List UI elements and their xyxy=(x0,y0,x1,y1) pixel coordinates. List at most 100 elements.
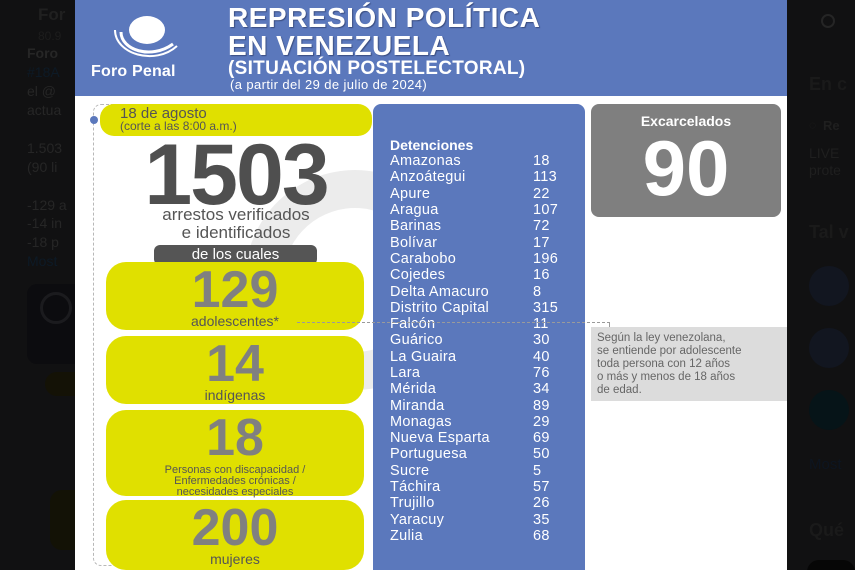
account-handle: 80.9 xyxy=(38,29,62,43)
table-row: Barinas 72 xyxy=(390,218,580,234)
stat-value: 129 xyxy=(191,261,279,319)
state-name: Aragua xyxy=(390,202,439,219)
table-row: Aragua 107 xyxy=(390,202,580,218)
live-item-text[interactable]: LIVE xyxy=(809,145,840,161)
table-row: Apure 22 xyxy=(390,186,580,202)
stat-label: mujeres xyxy=(210,551,260,567)
state-name: Miranda xyxy=(390,397,445,414)
state-name: Portuguesa xyxy=(390,446,468,463)
stat-card-disability: 18 Personas con discapacidad / Enfermeda… xyxy=(106,410,364,498)
table-row: Portuguesa 50 xyxy=(390,446,580,462)
account-name[interactable]: For xyxy=(38,5,66,24)
foro-penal-logo-icon xyxy=(40,292,72,324)
avatar[interactable] xyxy=(809,390,849,430)
live-indicator-icon: ◌ xyxy=(809,118,817,132)
tweet-line: 1.503 xyxy=(27,140,63,156)
tweet-line: el @ xyxy=(27,83,56,99)
infographic-header: Foro Penal REPRESIÓN POLÍTICA EN VENEZUE… xyxy=(75,0,787,96)
table-row: Cojedes 16 xyxy=(390,267,580,283)
state-name: Anzoátegui xyxy=(390,169,466,186)
state-count: 196 xyxy=(533,250,559,267)
stat-card-indigenous: 14 indígenas xyxy=(106,336,364,404)
hashtag-link[interactable]: #18A xyxy=(27,64,60,80)
table-row: Falcón 11 xyxy=(390,316,580,332)
table-row: Yaracuy 35 xyxy=(390,512,580,528)
state-count: 8 xyxy=(533,283,542,300)
table-row: Táchira 57 xyxy=(390,479,580,495)
foro-penal-logo-icon xyxy=(114,16,178,57)
state-name: Mérida xyxy=(390,381,437,398)
detentions-title: Detenciones xyxy=(390,137,474,153)
table-row: Anzoátegui 113 xyxy=(390,169,580,185)
stat-label: indígenas xyxy=(204,387,266,403)
state-name: Bolívar xyxy=(390,234,438,251)
state-count: 18 xyxy=(533,153,550,170)
adolescent-footnote: Según la ley venezolana, se entiende por… xyxy=(591,327,787,401)
state-count: 76 xyxy=(533,365,550,381)
table-row: Mérida 34 xyxy=(390,381,580,397)
subtitle: (a partir del 29 de julio de 2024) xyxy=(230,77,428,92)
state-name: Apure xyxy=(390,185,431,202)
footnote-connector-line xyxy=(297,322,610,323)
tweet-line: -14 in xyxy=(27,215,63,231)
table-row: Zulia 68 xyxy=(390,528,580,544)
table-row: Miranda 89 xyxy=(390,397,580,414)
state-count: 17 xyxy=(533,234,550,251)
section-heading: Tal v xyxy=(809,222,849,242)
stat-label: Personas con discapacidad / xyxy=(164,464,306,476)
table-row: Amazonas 18 xyxy=(390,153,580,169)
stat-value: 14 xyxy=(206,335,264,393)
live-item-label[interactable]: Re xyxy=(823,118,840,133)
detentions-list: Amazonas 18 Anzoátegui 113 Apure 22 Aragua 1… xyxy=(390,153,580,544)
state-name: La Guaira xyxy=(390,348,457,365)
footnote-line: o más y menos de 18 años xyxy=(597,371,736,383)
state-name: Delta Amacuro xyxy=(390,283,489,300)
state-count: 315 xyxy=(533,299,559,316)
messages-drawer[interactable] xyxy=(807,560,855,570)
show-more-link[interactable]: Most xyxy=(27,253,58,269)
tweet-line: -129 a xyxy=(27,197,67,213)
avatar[interactable] xyxy=(809,328,849,368)
media-thumbnail[interactable] xyxy=(45,372,75,396)
state-count: 107 xyxy=(533,202,559,219)
avatar[interactable] xyxy=(809,266,849,306)
released-card: Excarcelados 90 xyxy=(591,104,781,217)
state-name: Lara xyxy=(390,365,421,381)
total-arrests-value: 1503 xyxy=(144,127,329,223)
state-name: Monagas xyxy=(390,413,452,430)
of-which-label: de los cuales xyxy=(154,245,317,265)
state-count: 22 xyxy=(533,185,550,202)
state-count: 113 xyxy=(533,169,558,186)
state-count: 69 xyxy=(533,430,550,447)
media-thumbnail[interactable] xyxy=(50,490,75,550)
state-name: Barinas xyxy=(390,218,442,235)
title-line-2: EN VENEZUELA xyxy=(228,30,451,61)
table-row: La Guaira 40 xyxy=(390,349,580,365)
state-name: Trujillo xyxy=(390,495,435,512)
released-label: Excarcelados xyxy=(640,113,732,129)
background-timeline: For 80.9 Foro #18A el @ actua 1.503 (90 … xyxy=(0,0,75,570)
live-item-text[interactable]: prote xyxy=(809,162,841,178)
section-heading: Qué xyxy=(809,520,845,540)
report-date: 18 de agosto xyxy=(120,105,207,122)
total-arrests-label: arrestos verificados xyxy=(162,205,310,224)
state-count: 35 xyxy=(533,511,550,528)
state-count: 11 xyxy=(533,316,549,333)
state-count: 57 xyxy=(533,479,550,496)
background-sidebar: En c ◌ Re LIVE prote Tal v Most Qué xyxy=(787,0,855,570)
footnote-line: Según la ley venezolana, xyxy=(597,332,726,344)
state-count: 29 xyxy=(533,413,550,430)
state-count: 72 xyxy=(533,218,550,235)
table-row: Lara 76 xyxy=(390,365,580,381)
state-count: 89 xyxy=(533,397,550,414)
table-row: Nueva Esparta 69 xyxy=(390,430,580,446)
search-icon[interactable] xyxy=(821,14,835,28)
state-count: 30 xyxy=(533,332,550,349)
detentions-by-state-panel: Detenciones Amazonas 18 Anzoátegui 113 Apu… xyxy=(373,104,585,570)
show-more-link[interactable]: Most xyxy=(809,456,842,473)
state-name: Carabobo xyxy=(390,250,457,267)
state-name: Sucre xyxy=(390,462,430,479)
stat-label: necesidades especiales xyxy=(176,486,294,498)
state-name: Guárico xyxy=(390,332,443,349)
state-name: Amazonas xyxy=(390,153,461,170)
